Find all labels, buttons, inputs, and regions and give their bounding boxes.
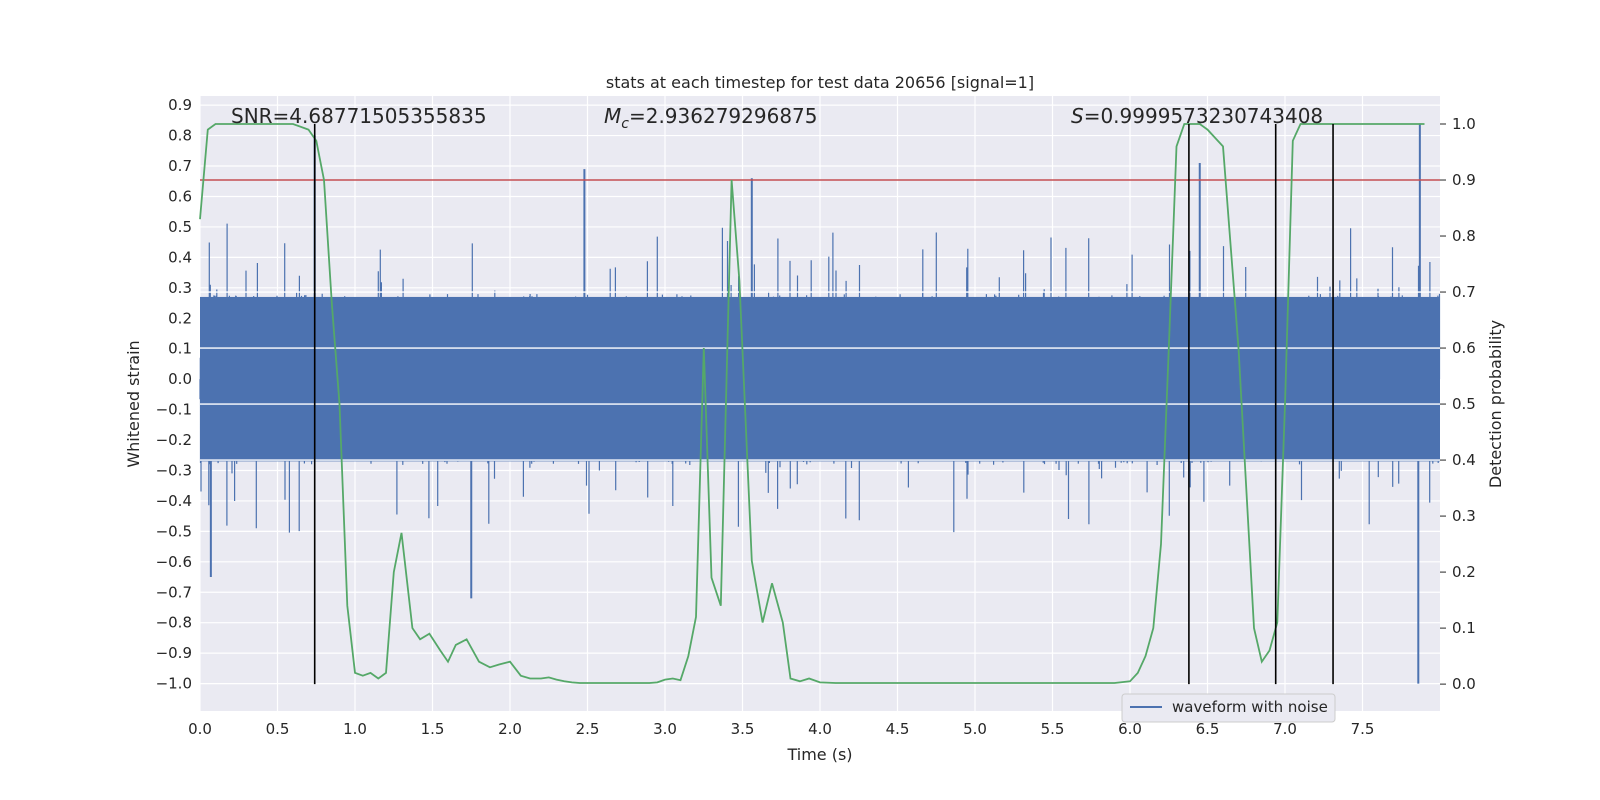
left-tick-label: −0.2 xyxy=(156,431,192,449)
left-tick-label: −1.0 xyxy=(156,675,192,693)
left-tick-label: −0.8 xyxy=(156,614,192,632)
right-tick-label: 0.4 xyxy=(1452,451,1476,469)
x-axis-label: Time (s) xyxy=(786,745,852,764)
left-tick-label: −0.7 xyxy=(156,583,192,601)
x-tick-label: 2.5 xyxy=(576,720,600,738)
left-tick-label: 0.7 xyxy=(168,157,192,175)
x-tick-label: 7.0 xyxy=(1273,720,1297,738)
event-lines xyxy=(313,124,1334,685)
x-tick-label: 3.0 xyxy=(653,720,677,738)
right-axis-ticks: 0.0 0.1 0.2 0.3 0.4 0.5 0.6 0.7 0.8 0.9 1.0 xyxy=(1440,115,1476,693)
mc-symbol: M xyxy=(604,104,621,128)
x-tick-label: 7.5 xyxy=(1351,720,1375,738)
x-tick-label: 0.0 xyxy=(188,720,212,738)
right-tick-label: 0.9 xyxy=(1452,171,1476,189)
left-tick-label: −0.3 xyxy=(156,461,192,479)
x-tick-label: 1.5 xyxy=(421,720,445,738)
left-tick-label: 0.4 xyxy=(168,248,192,266)
score-annotation: S=0.9999573230743408 xyxy=(1071,104,1323,128)
x-tick-label: 0.5 xyxy=(266,720,290,738)
s-value: =0.9999573230743408 xyxy=(1084,104,1323,128)
x-tick-label: 4.5 xyxy=(886,720,910,738)
left-tick-label: 0.1 xyxy=(168,340,192,358)
x-tick-label: 4.0 xyxy=(808,720,832,738)
right-tick-label: 0.0 xyxy=(1452,675,1476,693)
right-tick-label: 0.1 xyxy=(1452,619,1476,637)
left-axis-label: Whitened strain xyxy=(124,340,143,467)
left-tick-label: −0.1 xyxy=(156,401,192,419)
right-tick-label: 0.8 xyxy=(1452,227,1476,245)
x-tick-label: 5.5 xyxy=(1041,720,1065,738)
left-tick-label: 0.9 xyxy=(168,96,192,114)
legend: waveform with noise xyxy=(1121,693,1336,723)
left-tick-label: −0.9 xyxy=(156,644,192,662)
left-tick-label: 0.6 xyxy=(168,187,192,205)
right-tick-label: 0.3 xyxy=(1452,507,1476,525)
right-tick-label: 0.7 xyxy=(1452,283,1476,301)
snr-annotation: SNR=4.68771505355835 xyxy=(231,104,487,128)
waveform-core xyxy=(200,296,1440,462)
x-tick-label: 2.0 xyxy=(498,720,522,738)
right-tick-label: 0.6 xyxy=(1452,339,1476,357)
waveform-with-noise-series xyxy=(199,123,1441,684)
legend-box xyxy=(1121,693,1336,723)
legend-label: waveform with noise xyxy=(1172,698,1328,716)
x-tick-label: 5.0 xyxy=(963,720,987,738)
left-tick-label: 0.8 xyxy=(168,127,192,145)
left-tick-label: −0.5 xyxy=(156,522,192,540)
left-tick-label: 0.3 xyxy=(168,279,192,297)
mc-value: =2.936279296875 xyxy=(629,104,818,128)
right-tick-label: 1.0 xyxy=(1452,115,1476,133)
s-symbol: S xyxy=(1071,104,1084,128)
left-tick-label: 0.0 xyxy=(168,370,192,388)
x-tick-label: 6.5 xyxy=(1196,720,1220,738)
left-axis-ticks: 0.9 0.8 0.7 0.6 0.5 0.4 0.3 0.2 0.1 0.0 −0.1 −0.2 −0… xyxy=(156,96,192,692)
x-tick-label: 3.5 xyxy=(731,720,755,738)
left-tick-label: 0.5 xyxy=(168,218,192,236)
chirp-mass-annotation: Mc=2.936279296875 xyxy=(604,104,818,132)
x-tick-label: 1.0 xyxy=(343,720,367,738)
left-tick-label: −0.6 xyxy=(156,553,192,571)
detection-probability-line xyxy=(199,123,1425,684)
right-tick-label: 0.5 xyxy=(1452,395,1476,413)
right-tick-label: 0.2 xyxy=(1452,563,1476,581)
right-axis-label: Detection probability xyxy=(1486,320,1505,488)
left-tick-label: −0.4 xyxy=(156,492,192,510)
mc-subscript: c xyxy=(621,116,629,132)
left-tick-label: 0.2 xyxy=(168,309,192,327)
x-axis-ticks: 0.0 0.5 1.0 1.5 2.0 2.5 3.0 3.5 4.0 4.5 5.0 5.5 6.0 6… xyxy=(188,720,1374,738)
x-tick-label: 6.0 xyxy=(1118,720,1142,738)
chart-title: stats at each timestep for test data 206… xyxy=(606,73,1034,92)
